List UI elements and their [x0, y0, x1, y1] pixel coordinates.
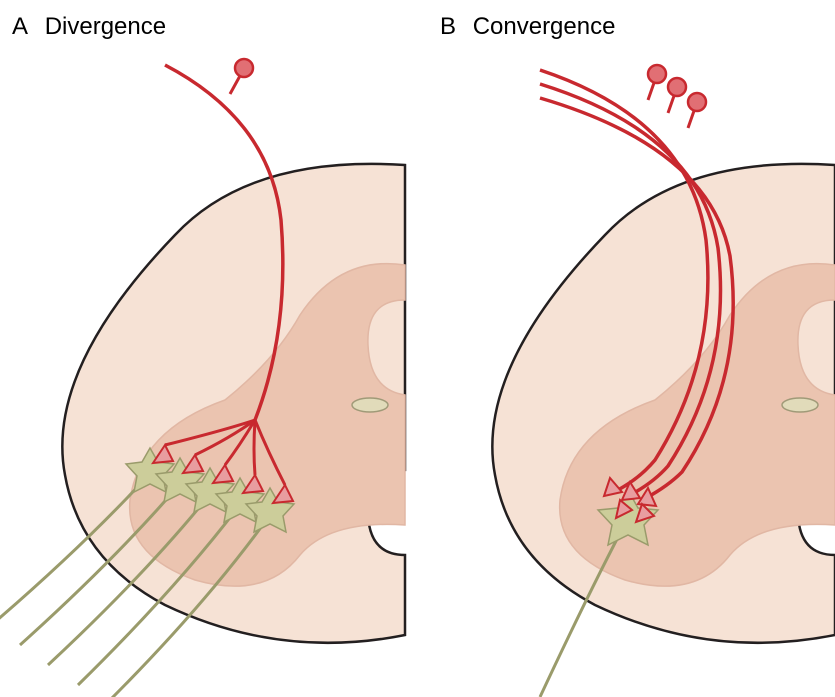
svg-text:A Divergence: A Divergence — [12, 13, 166, 40]
panel-a-title: Divergence — [45, 13, 166, 40]
drg-soma-b-2 — [668, 78, 686, 96]
central-canal-a — [352, 398, 388, 412]
panel-b-cord — [492, 164, 835, 643]
panel-a-cord — [62, 164, 405, 643]
panel-b: B Convergence — [440, 13, 835, 697]
panel-a-letter: A — [12, 13, 28, 40]
panel-b-letter: B — [440, 13, 456, 40]
panel-a: A Divergence — [0, 13, 405, 697]
drg-soma-b-1 — [648, 65, 666, 83]
svg-text:B Convergence: B Convergence — [440, 13, 615, 40]
neural-diagram: A Divergence — [0, 0, 835, 697]
drg-soma-b-3 — [688, 93, 706, 111]
drg-soma-a — [235, 59, 253, 77]
panel-b-title: Convergence — [473, 13, 616, 40]
sensory-branch-a-4 — [254, 420, 255, 475]
central-canal-b — [782, 398, 818, 412]
